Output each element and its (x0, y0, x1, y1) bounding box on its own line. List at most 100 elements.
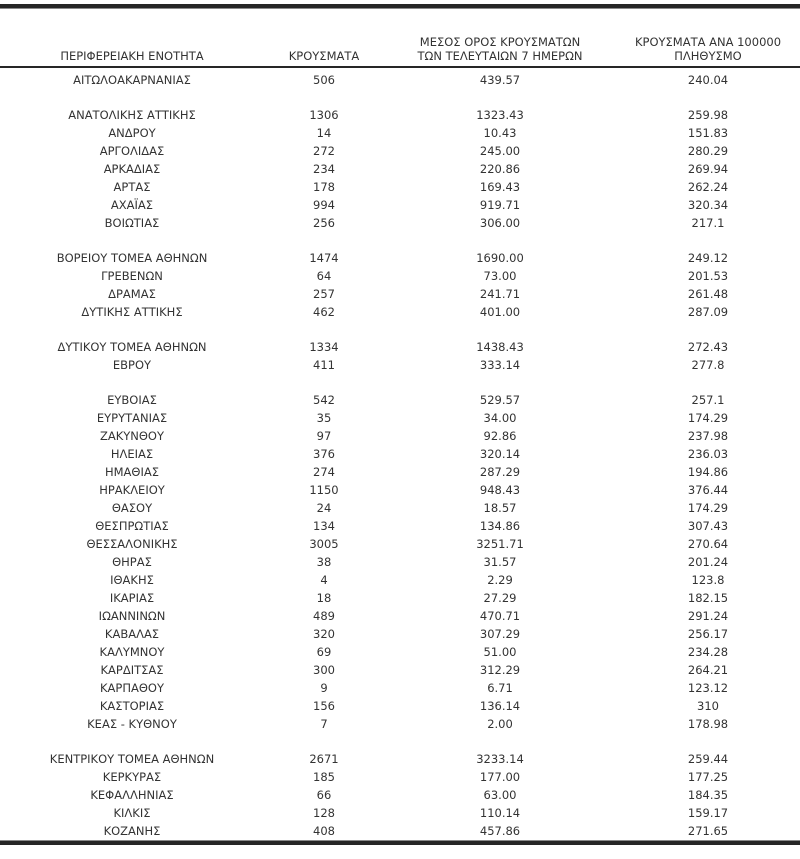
cell-per100k: 280.29 (687, 144, 729, 158)
cell-cases: 256 (313, 216, 335, 230)
cell-region: ΕΒΡΟΥ (112, 358, 152, 372)
table-row: ΒΟΙΩΤΙΑΣ 256 306.00 217.1 (0, 214, 800, 232)
cell-avg7days: 948.43 (479, 483, 521, 497)
column-header-per100k: ΚΡΟΥΣΜΑΤΑ ΑΝΑ 100000 ΠΛΗΘΥΣΜΟ (616, 9, 800, 68)
cell-cases: 35 (316, 411, 332, 425)
cell-avg7days: 134.86 (479, 519, 521, 533)
cell-per100k: 217.1 (691, 216, 725, 230)
cell-cases: 234 (313, 162, 335, 176)
cell-per100k: 201.53 (687, 269, 729, 283)
table-row: ΘΑΣΟΥ 24 18.57 174.29 (0, 499, 800, 517)
group-spacer (0, 232, 800, 249)
cell-avg7days: 245.00 (479, 144, 521, 158)
cell-avg7days: 6.71 (487, 681, 513, 695)
cell-cases: 156 (313, 699, 335, 713)
table-row: ΑΝΑΤΟΛΙΚΗΣ ΑΤΤΙΚΗΣ 1306 1323.43 259.98 (0, 106, 800, 124)
cell-cases: 3005 (309, 537, 339, 551)
cell-cases: 134 (313, 519, 335, 533)
cell-avg7days: 63.00 (483, 788, 517, 802)
cell-region: ΗΛΕΙΑΣ (110, 447, 154, 461)
cell-avg7days: 439.57 (479, 73, 521, 87)
cell-cases: 2671 (309, 752, 339, 766)
cell-per100k: 269.94 (687, 162, 729, 176)
cell-avg7days: 287.29 (479, 465, 521, 479)
cell-per100k: 194.86 (687, 465, 729, 479)
cell-per100k: 184.35 (687, 788, 729, 802)
cell-cases: 7 (320, 717, 328, 731)
cell-avg7days: 10.43 (483, 126, 517, 140)
cell-avg7days: 320.14 (479, 447, 521, 461)
cell-per100k: 259.98 (687, 108, 729, 122)
table-row: ΑΡΚΑΔΙΑΣ 234 220.86 269.94 (0, 160, 800, 178)
table-row: ΓΡΕΒΕΝΩΝ 64 73.00 201.53 (0, 267, 800, 285)
group-spacer (0, 89, 800, 106)
cell-avg7days: 457.86 (479, 824, 521, 838)
cell-region: ΘΗΡΑΣ (112, 555, 152, 569)
table-row: ΗΜΑΘΙΑΣ 274 287.29 194.86 (0, 463, 800, 481)
table-header: ΠΕΡΙΦΕΡΕΙΑΚΗ ΕΝΟΤΗΤΑ ΚΡΟΥΣΜΑΤΑ ΜΕΣΟΣ ΟΡΟ… (0, 9, 800, 68)
table-row: ΙΩΑΝΝΙΝΩΝ 489 470.71 291.24 (0, 607, 800, 625)
cell-region: ΚΕΡΚΥΡΑΣ (102, 770, 162, 784)
cell-avg7days: 306.00 (479, 216, 521, 230)
cell-per100k: 272.43 (687, 340, 729, 354)
cell-avg7days: 1690.00 (476, 251, 524, 265)
cell-avg7days: 92.86 (483, 429, 517, 443)
group-spacer (0, 374, 800, 391)
table-row: ΑΡΓΟΛΙΔΑΣ 272 245.00 280.29 (0, 142, 800, 160)
cell-per100k: 256.17 (687, 627, 729, 641)
cell-avg7days: 307.29 (479, 627, 521, 641)
table-row: ΘΕΣΣΑΛΟΝΙΚΗΣ 3005 3251.71 270.64 (0, 535, 800, 553)
cell-region: ΚΑΣΤΟΡΙΑΣ (99, 699, 165, 713)
cell-region: ΘΑΣΟΥ (111, 501, 153, 515)
cell-per100k: 264.21 (687, 663, 729, 677)
cell-per100k: 262.24 (687, 180, 729, 194)
cell-cases: 66 (316, 788, 332, 802)
cell-cases: 1474 (309, 251, 339, 265)
cell-region: ΔΥΤΙΚΗΣ ΑΤΤΙΚΗΣ (81, 305, 183, 319)
cell-avg7days: 110.14 (479, 806, 521, 820)
cell-per100k: 174.29 (687, 411, 729, 425)
cell-region: ΙΘΑΚΗΣ (110, 573, 154, 587)
cell-region: ΚΑΡΠΑΘΟΥ (100, 681, 164, 695)
spacer-cell (0, 733, 800, 750)
cell-cases: 320 (313, 627, 335, 641)
table-row: ΕΥΡΥΤΑΝΙΑΣ 35 34.00 174.29 (0, 409, 800, 427)
cell-per100k: 249.12 (687, 251, 729, 265)
column-header-region: ΠΕΡΙΦΕΡΕΙΑΚΗ ΕΝΟΤΗΤΑ (0, 9, 264, 68)
cell-region: ΚΕΦΑΛΛΗΝΙΑΣ (90, 788, 174, 802)
cell-avg7days: 169.43 (479, 180, 521, 194)
cell-region: ΗΡΑΚΛΕΙΟΥ (99, 483, 165, 497)
cell-region: ΕΥΡΥΤΑΝΙΑΣ (96, 411, 168, 425)
cell-region: ΚΑΡΔΙΤΣΑΣ (100, 663, 164, 677)
table-body: ΑΙΤΩΛΟΑΚΑΡΝΑΝΙΑΣ 506 439.57 240.04 ΑΝΑΤΟΛΙΚΗ… (0, 67, 800, 840)
table-row: ΔΥΤΙΚΗΣ ΑΤΤΙΚΗΣ 462 401.00 287.09 (0, 303, 800, 321)
table-row: ΙΘΑΚΗΣ 4 2.29 123.8 (0, 571, 800, 589)
cell-avg7days: 3233.14 (476, 752, 524, 766)
cell-cases: 24 (316, 501, 332, 515)
cell-cases: 185 (313, 770, 335, 784)
cell-cases: 178 (313, 180, 335, 194)
column-header-avg7days: ΜΕΣΟΣ ΟΡΟΣ ΚΡΟΥΣΜΑΤΩΝ ΤΩΝ ΤΕΛΕΥΤΑΙΩΝ 7 Η… (384, 9, 616, 68)
cell-cases: 489 (313, 609, 335, 623)
table-row: ΚΑΣΤΟΡΙΑΣ 156 136.14 310 (0, 697, 800, 715)
table-row: ΚΟΖΑΝΗΣ 408 457.86 271.65 (0, 822, 800, 840)
table-row: ΔΥΤΙΚΟΥ ΤΟΜΕΑ ΑΘΗΝΩΝ 1334 1438.43 272.43 (0, 338, 800, 356)
spacer-cell (0, 374, 800, 391)
cell-region: ΚΕΝΤΡΙΚΟΥ ΤΟΜΕΑ ΑΘΗΝΩΝ (49, 752, 215, 766)
cell-avg7days: 470.71 (479, 609, 521, 623)
cell-avg7days: 27.29 (483, 591, 517, 605)
cell-avg7days: 73.00 (483, 269, 517, 283)
cell-region: ΔΥΤΙΚΟΥ ΤΟΜΕΑ ΑΘΗΝΩΝ (57, 340, 207, 354)
cell-region: ΚΟΖΑΝΗΣ (103, 824, 161, 838)
cell-avg7days: 1323.43 (476, 108, 524, 122)
cell-region: ΘΕΣΠΡΩΤΙΑΣ (95, 519, 169, 533)
cell-cases: 257 (313, 287, 335, 301)
cell-region: ΑΙΤΩΛΟΑΚΑΡΝΑΝΙΑΣ (73, 73, 191, 87)
cell-per100k: 376.44 (687, 483, 729, 497)
table-row: ΑΙΤΩΛΟΑΚΑΡΝΑΝΙΑΣ 506 439.57 240.04 (0, 67, 800, 89)
cell-avg7days: 3251.71 (476, 537, 524, 551)
cell-avg7days: 2.00 (487, 717, 513, 731)
cell-cases: 128 (313, 806, 335, 820)
cell-per100k: 259.44 (687, 752, 729, 766)
